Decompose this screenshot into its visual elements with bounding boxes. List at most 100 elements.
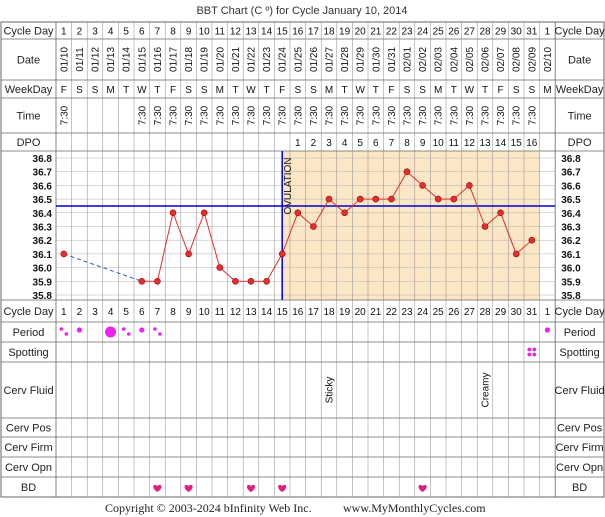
cycle-day-label: 4 [108,307,114,318]
cycle-day-label: 29 [495,27,507,38]
dpo-label: 8 [404,138,410,149]
chart-title: BBT Chart (C º) for Cycle January 10, 20… [196,5,407,17]
cycle-day-label: 31 [526,27,538,38]
temp-line-segment [422,185,439,200]
cycle-day-label: 27 [464,27,476,38]
row-label-left: Cerv Opn [5,462,52,474]
cycle-day-label: 16 [292,27,304,38]
date-label: 01/18 [184,47,195,72]
weekday-label: T [373,85,379,96]
y-tick-label-right: 36.2 [561,236,581,247]
time-label: 7:30 [465,105,476,125]
date-label: 01/17 [169,47,180,72]
cycle-day-label: 3 [92,27,98,38]
time-label: 7:30 [169,105,180,125]
date-label: 01/12 [91,47,102,72]
row-label-right: Cerv Firm [555,442,603,454]
weekday-label: F [498,85,504,96]
weekday-label: M [325,85,333,96]
temp-point [325,195,333,203]
time-label: 7:30 [356,105,367,125]
y-tick-label-right: 36.8 [561,154,581,165]
date-label: 01/10 [59,47,70,72]
temp-point [450,195,458,203]
cycle-day-label: 10 [199,27,211,38]
cycle-day-label: 4 [108,27,114,38]
row-label-left: Cycle Day [3,306,54,318]
cycle-day-label: 20 [355,307,367,318]
cycle-day-label: 26 [448,27,460,38]
period-marker [153,327,157,331]
row-label-left: Cerv Fluid [3,385,53,397]
period-marker [544,327,551,333]
cycle-day-label: 12 [230,27,242,38]
dpo-label: 10 [433,138,445,149]
spotting-marker [527,347,532,352]
cerv-fluid-label: Sticky [325,377,336,404]
dpo-label: 16 [526,138,538,149]
footer-site: www.MyMonthlyCycles.com [343,501,486,515]
date-label: 01/11 [75,47,86,72]
date-label: 01/27 [325,47,336,72]
temp-line-segment [188,212,205,255]
row-label-right: WeekDay [556,84,604,96]
temp-line-segment [453,185,470,200]
row-label-right: Cerv Pos [557,423,603,435]
date-label: 01/13 [106,47,117,72]
temp-point [169,209,177,217]
time-label: 7:30 [309,105,320,125]
row-label-left: Cycle Day [3,26,54,38]
date-label: 01/26 [309,47,320,72]
cycle-day-label: 31 [526,307,538,318]
date-label: 02/01 [403,47,414,72]
date-label: 02/09 [527,47,538,72]
date-label: 02/04 [449,47,460,72]
weekday-label: F [61,85,67,96]
weekday-label: W [355,85,365,96]
temp-line-segment [172,212,190,255]
dpo-label: 15 [511,138,523,149]
temp-point [247,277,255,285]
weekday-label: M [543,85,551,96]
cycle-day-label: 21 [370,307,382,318]
bd-heart-icon [278,484,287,492]
dpo-label: 14 [495,138,507,149]
weekday-label: S [185,85,192,96]
time-label: 7:30 [418,105,429,125]
time-label: 7:30 [512,105,523,125]
y-tick-label-left: 36.8 [33,154,53,165]
time-label: 7:30 [293,105,304,125]
cycle-day-label: 1 [61,27,67,38]
row-label-right: Date [568,55,591,67]
cycle-day-label: 1 [61,307,67,318]
cycle-day-label: 1 [545,307,551,318]
weekday-label: F [279,85,285,96]
cycle-day-label: 6 [139,307,145,318]
date-label: 01/15 [137,47,148,72]
period-marker [105,326,117,338]
temp-line-segment [312,198,330,227]
y-tick-label-left: 36.7 [33,168,53,179]
date-label: 02/02 [418,47,429,72]
cycle-day-label: 23 [401,307,413,318]
date-label: 01/19 [200,47,211,72]
temp-point [341,209,348,217]
temp-line-segment [266,253,283,282]
cycle-day-label: 14 [261,27,273,38]
y-tick-label-left: 36.5 [33,195,53,206]
cycle-day-label: 1 [545,27,551,38]
temp-point [497,209,504,217]
cycle-day-label: 29 [495,307,507,318]
date-label: 01/22 [247,47,258,72]
y-tick-label-right: 35.8 [561,291,581,302]
weekday-label: M [434,85,442,96]
temp-point [310,223,317,230]
cycle-day-label: 30 [511,307,523,318]
y-tick-label-right: 36.4 [561,209,581,220]
temp-line-segment [344,198,361,214]
weekday-label: T [232,85,238,96]
row-label-right: Cycle Day [555,306,605,318]
temp-point [200,209,208,217]
cycle-day-label: 11 [215,307,226,318]
